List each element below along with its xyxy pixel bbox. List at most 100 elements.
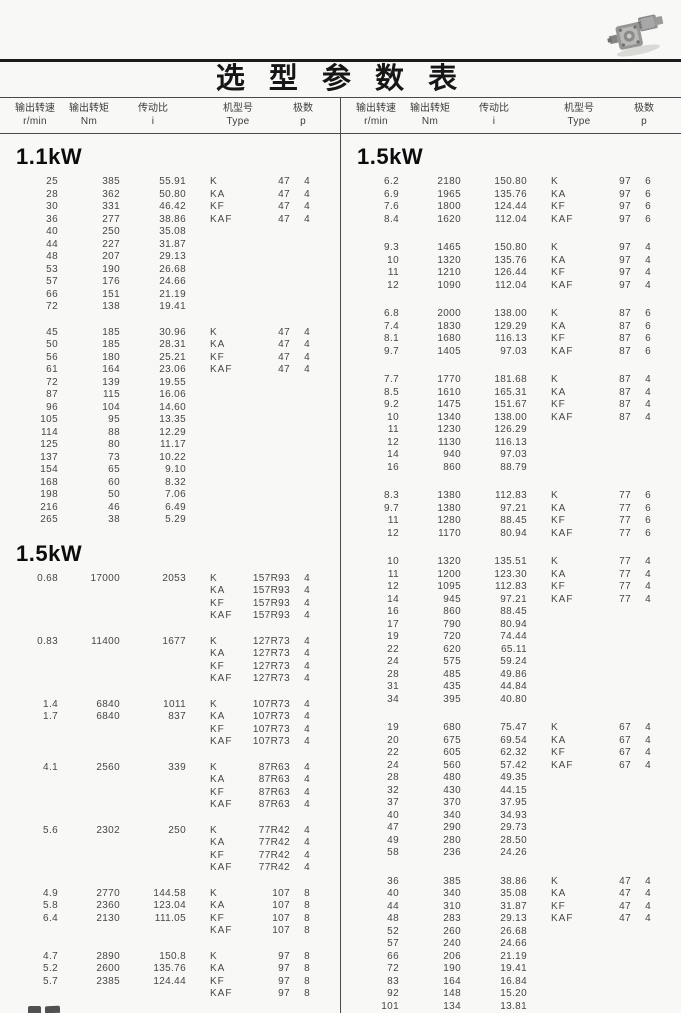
torque-cell: 1465 [437, 242, 461, 253]
poles-cell: 4 [304, 326, 310, 338]
type-model-cell [244, 414, 290, 427]
col-header-poles: 极数 p [290, 102, 316, 128]
torque-cell: 38 [108, 514, 120, 525]
table-row: KF 87R63 4 [0, 787, 341, 800]
torque-cell: 790 [443, 618, 461, 630]
table-row: 57 240 24.66 [341, 938, 681, 951]
right-panel-header: 输出转速 r/min 输出转矩 Nm 传动比 i 机型号 Type 极数 p [341, 98, 681, 133]
ratio-cell: 75.47 [500, 722, 527, 733]
speed-cell: 17 [387, 618, 399, 630]
ratio-label: 传动比 [479, 103, 509, 114]
type-model-cell: 157R93 [252, 585, 290, 596]
torque-cell: 134 [443, 1000, 461, 1012]
table-row: 17 790 80.94 [341, 619, 681, 632]
speed-cell: 105 [40, 414, 58, 425]
poles-cell: 8 [304, 963, 310, 974]
type-model-cell [585, 619, 631, 632]
ratio-cell: 97.21 [500, 502, 527, 514]
torque-cell: 104 [102, 401, 120, 413]
table-row: 49 280 28.50 [341, 835, 681, 848]
torque-cell: 115 [103, 389, 120, 400]
speed-cell: 28 [46, 188, 58, 200]
torque-cell: 2770 [96, 887, 120, 899]
table-row: 154 65 9.10 [0, 464, 341, 477]
page-title: 选 型 参 数 表 [215, 63, 466, 95]
type-prefix-cell [186, 502, 244, 515]
poles-cell: 4 [304, 648, 310, 659]
torque-cell: 362 [102, 188, 120, 200]
table-row: 50 185 28.31 KA 47 4 [0, 339, 341, 352]
speed-cell: 8.4 [384, 213, 399, 225]
top-rule [0, 59, 681, 62]
speed-cell [12, 862, 58, 875]
type-model-cell [585, 437, 631, 450]
torque-cell: 151 [102, 288, 120, 300]
poles-cell [290, 226, 316, 239]
ratio-cell: 16.06 [159, 389, 186, 400]
torque-cell: 430 [443, 784, 461, 796]
ratio-cell: 1677 [162, 635, 186, 647]
type-prefix-cell [527, 449, 585, 462]
col-header-torque: 输出转矩 Nm [58, 102, 120, 128]
data-block: 9.3 1465 150.80 K 97 4 10 1320 135.76 KA 97 4 11 1210… [341, 242, 681, 292]
type-prefix-cell [186, 377, 244, 390]
type-model-cell: 77 [619, 515, 631, 526]
ratio-cell: 49.86 [500, 668, 527, 680]
ratio-cell: 69.54 [500, 734, 527, 746]
table-row: 9.7 1380 97.21 KA 77 6 [341, 503, 681, 516]
torque-cell: 206 [443, 950, 461, 962]
type-model-cell: 47 [619, 888, 631, 899]
type-prefix-cell: KAF [210, 988, 233, 999]
poles-cell: 6 [645, 213, 651, 225]
poles-cell: 4 [645, 593, 651, 605]
ratio-cell: 31.87 [500, 900, 527, 912]
speed-cell: 83 [387, 975, 399, 987]
table-row: 10 1320 135.51 K 77 4 [341, 556, 681, 569]
poles-cell [631, 449, 657, 462]
poles-cell: 4 [304, 351, 310, 363]
speed-cell: 216 [40, 501, 58, 513]
type-model-cell: 97 [619, 242, 631, 253]
ratio-cell: 10.22 [159, 451, 186, 463]
table-row: 36 277 38.86 KAF 47 4 [0, 214, 341, 227]
type-prefix-cell [186, 489, 244, 502]
type-model-cell [585, 606, 631, 619]
ratio-cell: 112.83 [495, 581, 527, 592]
type-prefix-cell: KF [210, 786, 225, 798]
ratio-cell: 111.05 [154, 912, 186, 924]
type-prefix-cell [527, 669, 585, 682]
type-prefix-cell: KA [551, 734, 567, 746]
type-prefix-cell [527, 988, 585, 1001]
torque-cell: 480 [443, 772, 461, 783]
poles-cell [290, 477, 316, 490]
table-row: 16 860 88.79 [341, 462, 681, 475]
table-row: KA 87R63 4 [0, 774, 341, 787]
type-model-cell: 47 [278, 364, 290, 375]
ratio-cell: 88.45 [500, 606, 527, 617]
torque-cell: 88 [108, 426, 120, 438]
poles-cell: 4 [304, 339, 310, 350]
table-row: KAF 87R63 4 [0, 799, 341, 812]
type-model-cell [585, 681, 631, 694]
ratio-cell: 5.29 [165, 514, 186, 525]
torque-cell: 65 [108, 464, 120, 475]
speed-cell: 92 [387, 988, 399, 999]
table-row: 12 1170 80.94 KAF 77 6 [341, 528, 681, 541]
type-model-cell [244, 464, 290, 477]
poles-cell: 8 [304, 975, 310, 987]
torque-cell [58, 862, 120, 875]
torque-cell: 6840 [96, 698, 120, 710]
type-prefix-cell: K [210, 698, 218, 710]
type-model-cell: 97 [619, 176, 631, 187]
type-prefix-cell [186, 239, 244, 252]
ratio-cell [120, 850, 186, 863]
speed-cell: 5.7 [43, 975, 58, 987]
poles-cell: 4 [645, 913, 651, 924]
speed-cell: 198 [40, 489, 58, 500]
torque-cell: 50 [108, 489, 120, 500]
type-prefix-cell [527, 644, 585, 657]
ratio-cell: 97.03 [500, 345, 527, 357]
poles-cell: 4 [645, 759, 651, 771]
speed-cell: 6.8 [384, 308, 399, 319]
torque-cell: 435 [443, 681, 461, 692]
